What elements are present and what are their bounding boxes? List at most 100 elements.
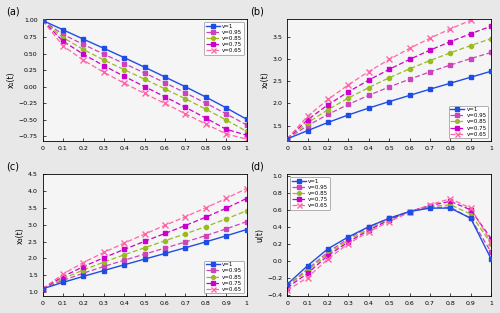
- v=1: [142, 65, 148, 69]
- v=0.65: [488, 240, 494, 244]
- v=0.85: [162, 239, 168, 243]
- v=0.95: [448, 63, 454, 67]
- v=0.95: [427, 205, 433, 209]
- v=0.75: [325, 103, 331, 107]
- v=0.75: [406, 210, 412, 213]
- v=0.75: [488, 24, 494, 28]
- v=0.95: [223, 227, 229, 231]
- v=1: [488, 257, 494, 261]
- v=0.75: [101, 64, 107, 68]
- Line: v=0.95: v=0.95: [40, 220, 248, 291]
- v=0.85: [284, 137, 290, 141]
- v=0.75: [366, 228, 372, 232]
- v=1: [121, 263, 127, 267]
- v=0.75: [244, 133, 250, 137]
- v=0.95: [101, 52, 107, 56]
- v=0.85: [284, 284, 290, 288]
- v=0.75: [101, 256, 107, 259]
- v=0.85: [488, 242, 494, 246]
- v=0.85: [121, 68, 127, 71]
- v=0.95: [406, 77, 412, 81]
- v=0.95: [284, 137, 290, 141]
- v=0.65: [284, 137, 290, 141]
- v=0.85: [40, 18, 46, 22]
- v=0.65: [121, 241, 127, 245]
- v=0.85: [223, 118, 229, 122]
- Line: v=0.95: v=0.95: [285, 50, 493, 141]
- v=0.85: [182, 97, 188, 101]
- v=0.85: [406, 67, 412, 71]
- v=0.75: [121, 74, 127, 78]
- Line: v=0.75: v=0.75: [40, 18, 248, 137]
- v=0.95: [80, 271, 86, 275]
- v=0.75: [60, 275, 66, 279]
- v=0.65: [468, 18, 473, 22]
- v=0.65: [488, 10, 494, 14]
- v=0.65: [304, 114, 310, 118]
- v=0.85: [325, 108, 331, 111]
- v=0.95: [244, 220, 250, 223]
- v=0.65: [366, 230, 372, 234]
- v=0.95: [101, 264, 107, 268]
- v=0.65: [60, 272, 66, 276]
- v=1: [325, 121, 331, 124]
- v=0.65: [366, 70, 372, 74]
- v=1: [202, 240, 208, 244]
- Line: v=0.65: v=0.65: [40, 18, 250, 142]
- Line: v=0.85: v=0.85: [285, 203, 493, 288]
- v=0.75: [202, 116, 208, 120]
- Text: (c): (c): [6, 162, 19, 172]
- v=1: [366, 225, 372, 228]
- v=0.65: [121, 81, 127, 85]
- v=0.85: [182, 232, 188, 236]
- v=0.85: [468, 212, 473, 216]
- v=0.95: [386, 85, 392, 89]
- v=0.95: [427, 70, 433, 74]
- v=0.65: [80, 261, 86, 264]
- Y-axis label: u(t): u(t): [256, 228, 264, 242]
- Y-axis label: x₁(t): x₁(t): [7, 72, 16, 88]
- v=0.85: [244, 209, 250, 213]
- Line: v=0.75: v=0.75: [285, 199, 493, 290]
- v=1: [60, 280, 66, 284]
- v=0.65: [101, 70, 107, 74]
- v=0.85: [406, 210, 412, 213]
- v=0.75: [386, 218, 392, 222]
- v=0.65: [468, 206, 473, 210]
- v=0.95: [448, 205, 454, 209]
- Line: v=1: v=1: [40, 18, 248, 121]
- v=0.85: [223, 217, 229, 221]
- v=0.95: [346, 102, 352, 106]
- v=0.95: [284, 284, 290, 288]
- v=0.85: [60, 277, 66, 280]
- v=1: [366, 106, 372, 110]
- v=0.95: [304, 267, 310, 271]
- Line: v=0.95: v=0.95: [40, 18, 248, 127]
- v=0.95: [40, 18, 46, 22]
- Line: v=1: v=1: [285, 69, 493, 141]
- v=1: [182, 85, 188, 89]
- v=1: [427, 87, 433, 91]
- Text: (d): (d): [250, 162, 264, 172]
- v=0.75: [488, 237, 494, 240]
- v=0.75: [386, 68, 392, 71]
- v=0.75: [60, 39, 66, 43]
- v=0.85: [60, 36, 66, 39]
- v=0.95: [202, 234, 208, 238]
- v=1: [223, 106, 229, 110]
- v=0.75: [40, 287, 46, 291]
- v=0.65: [448, 197, 454, 201]
- v=0.95: [142, 71, 148, 75]
- v=0.65: [162, 101, 168, 105]
- v=0.95: [468, 57, 473, 60]
- v=0.85: [244, 129, 250, 133]
- v=0.95: [325, 112, 331, 116]
- v=1: [101, 269, 107, 272]
- v=0.65: [427, 203, 433, 207]
- v=1: [60, 28, 66, 32]
- v=1: [406, 210, 412, 213]
- Line: v=0.75: v=0.75: [285, 24, 493, 141]
- v=1: [386, 216, 392, 220]
- v=0.65: [101, 251, 107, 254]
- v=0.85: [366, 227, 372, 230]
